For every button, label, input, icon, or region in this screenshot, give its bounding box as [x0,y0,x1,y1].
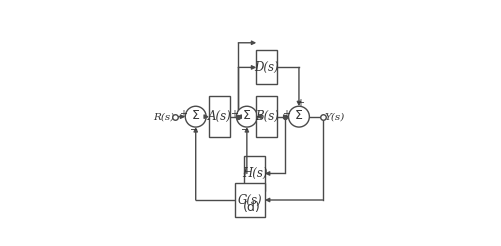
Text: D(s): D(s) [254,61,279,74]
Bar [234,183,265,217]
Text: H(s): H(s) [241,167,267,180]
Circle shape [288,106,309,127]
Bar [256,50,277,84]
Text: $\Sigma$: $\Sigma$ [242,109,251,122]
Text: +: + [295,98,303,108]
Text: −: − [240,125,248,135]
Text: G(s): G(s) [237,194,262,206]
Text: $\Sigma$: $\Sigma$ [294,109,303,122]
Text: Y(s): Y(s) [324,112,344,121]
Text: (d): (d) [242,201,260,214]
Bar [208,96,229,138]
Text: A(s): A(s) [207,110,231,123]
Text: −: − [189,125,197,135]
Text: $\Sigma$: $\Sigma$ [191,109,200,122]
Text: +: + [178,109,186,119]
Circle shape [236,106,257,127]
Text: +: + [282,109,290,119]
Bar [243,156,265,190]
Text: B(s): B(s) [255,110,278,123]
Text: +: + [229,109,237,119]
Text: R(s): R(s) [152,112,173,121]
Bar [256,96,277,138]
Circle shape [185,106,206,127]
